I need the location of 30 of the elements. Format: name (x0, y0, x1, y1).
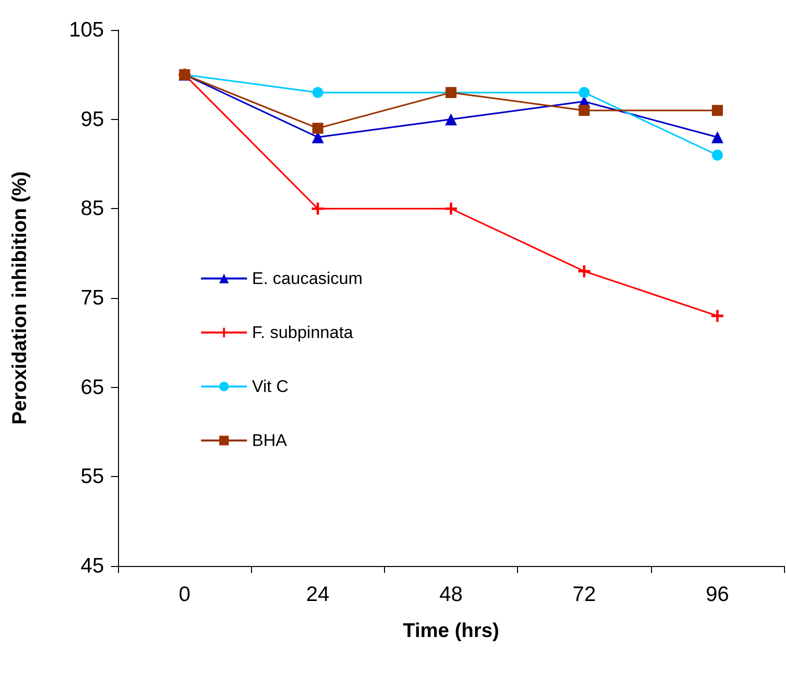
legend-label: F. subpinnata (252, 323, 354, 342)
x-tick-label: 48 (439, 583, 463, 606)
y-tick-label: 105 (68, 18, 104, 42)
y-tick-label: 85 (80, 197, 104, 220)
point (312, 122, 324, 134)
point (578, 104, 590, 116)
y-tick-label: 65 (80, 376, 104, 399)
x-tick-label: 72 (572, 583, 596, 606)
point (712, 150, 723, 161)
legend-label: E. caucasicum (252, 269, 363, 288)
point (711, 131, 724, 144)
point (712, 104, 723, 116)
y-tick-label: 75 (80, 286, 104, 310)
x-tick-label: 96 (706, 583, 730, 606)
point (578, 87, 590, 98)
y-tick-label: 95 (80, 108, 104, 131)
point (445, 113, 457, 126)
x-axis-title: Time (hrs) (402, 620, 500, 642)
point (312, 87, 324, 98)
legend-label: BHA (252, 431, 288, 450)
point (445, 202, 457, 215)
point (711, 310, 724, 322)
y-tick-label: 55 (80, 465, 104, 488)
x-tick-label: 24 (306, 583, 330, 606)
legend-label: Vit C (252, 377, 289, 396)
point (312, 202, 324, 215)
point (578, 265, 590, 278)
y-axis-title: Peroxidation inhibition (%) (9, 171, 31, 425)
y-tick-label: 45 (80, 554, 104, 578)
x-tick-label: 0 (178, 583, 190, 606)
